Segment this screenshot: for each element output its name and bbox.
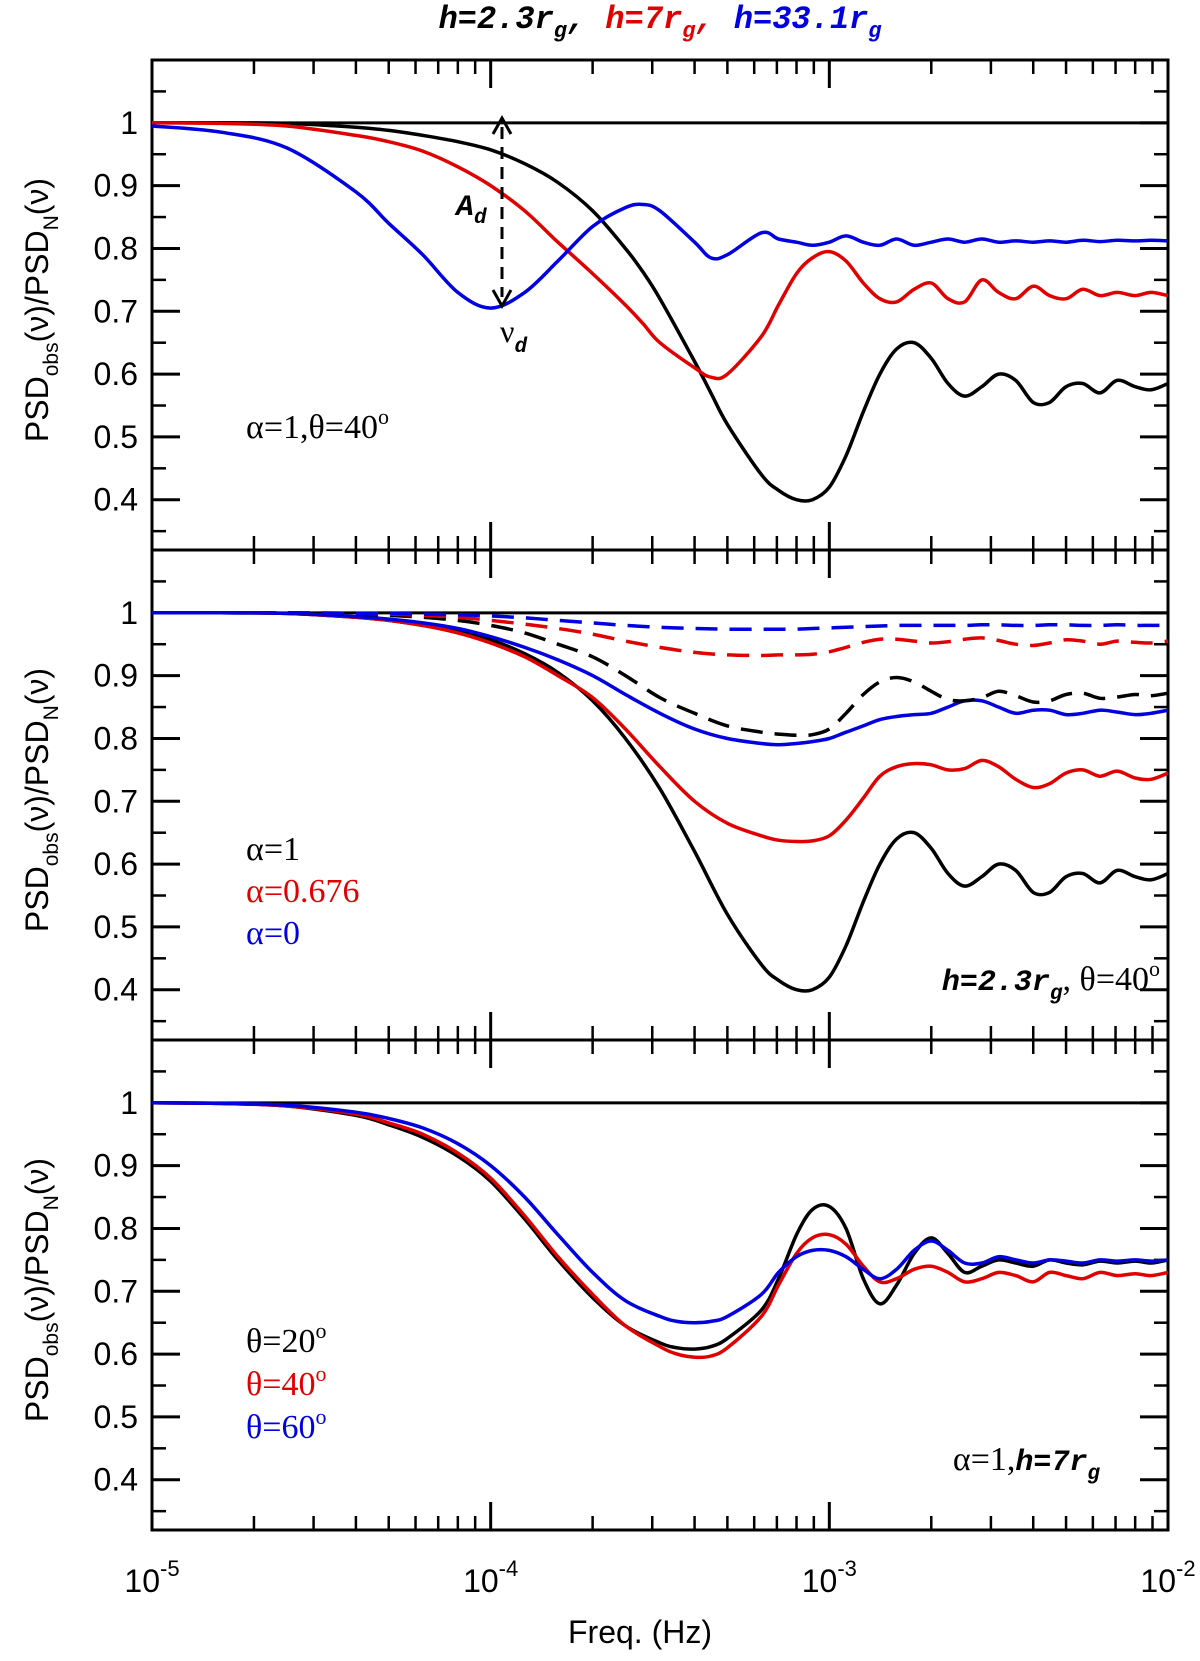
- figure-title: h=2.3rg, h=7rg, h=33.1rg: [439, 1, 883, 44]
- y-tick-label: 0.7: [94, 293, 138, 329]
- y-tick-label: 0.5: [94, 909, 138, 945]
- series-line-2: [151, 121, 1169, 381]
- y-tick-label: 0.4: [94, 972, 138, 1008]
- y-tick-label: 0.9: [94, 1148, 138, 1184]
- series-line-1: [151, 611, 1169, 993]
- panel-top-legend: α=1,θ=40o: [246, 404, 389, 446]
- series-line-3: [151, 611, 1169, 747]
- y-tick-label: 0.7: [94, 783, 138, 819]
- dip-frequency-label: νd: [500, 313, 527, 359]
- x-tick-labels: 10-5 10-4 10-3 10-2: [124, 1556, 1195, 1599]
- y-tick-label: 0.8: [94, 720, 138, 756]
- panel-top: 0.4 0.5 0.6 0.7 0.8 0.9 1: [94, 58, 1170, 552]
- amplitude-label: Ad: [454, 191, 487, 230]
- series-line-1: [151, 1101, 1169, 1351]
- y-tick-label: 0.4: [94, 482, 138, 518]
- title-part-3: h=33.1rg: [734, 1, 882, 44]
- amplitude-arrow-head-up: [491, 114, 513, 135]
- y-tick-label: 0.5: [94, 419, 138, 455]
- y-tick-label: 1: [120, 105, 138, 141]
- y-tick-label: 0.6: [94, 1336, 138, 1372]
- y-axis-label: PSDobs(ν)/PSDN(ν): [19, 668, 63, 932]
- y-tick-label: 0.6: [94, 846, 138, 882]
- x-tick-label: 10-3: [802, 1556, 857, 1599]
- y-tick-label: 1: [120, 595, 138, 631]
- x-axis-label: Freq. (Hz): [568, 1614, 712, 1650]
- panel-middle: 0.4 0.5 0.6 0.7 0.8 0.9 1: [94, 548, 1170, 1042]
- series-line-5: [151, 611, 1169, 658]
- y-tick-label: 0.6: [94, 356, 138, 392]
- y-tick-label: 0.9: [94, 658, 138, 694]
- amplitude-arrow: [491, 114, 513, 310]
- x-tick-label: 10-5: [124, 1556, 179, 1599]
- panel-middle-legend-1: α=1: [246, 831, 300, 868]
- x-tick-label: 10-4: [463, 1556, 518, 1599]
- x-tick-label: 10-2: [1140, 1556, 1195, 1599]
- series-line-4: [151, 610, 1169, 738]
- panel-bottom-legend-2: θ=40o: [246, 1361, 326, 1403]
- series-line-2: [151, 611, 1169, 844]
- y-tick-label: 0.4: [94, 1462, 138, 1498]
- y-tick-label: 0.5: [94, 1399, 138, 1435]
- y-tick-label: 0.8: [94, 230, 138, 266]
- title-part-2: h=7rg,: [605, 1, 714, 44]
- series-line-6: [151, 611, 1168, 631]
- series-line-1: [151, 121, 1169, 503]
- panel-middle-legend-2: α=0.676: [246, 873, 360, 910]
- y-axis-label: PSDobs(ν)/PSDN(ν): [19, 178, 63, 442]
- panel-bottom: 0.4 0.5 0.6 0.7 0.8 0.9 1: [94, 1038, 1170, 1532]
- y-axis-labels: PSDobs(ν)/PSDN(ν) PSDobs(ν)/PSDN(ν) PSDobs…: [19, 178, 63, 1422]
- amplitude-arrow-head-down: [491, 289, 513, 310]
- panel-bottom-legend-3: θ=60o: [246, 1404, 326, 1446]
- series-line-2: [151, 1101, 1169, 1360]
- panel-middle-note: h=2.3rg, θ=40o: [942, 956, 1160, 1006]
- y-tick-label: 0.8: [94, 1210, 138, 1246]
- panel-bottom-note: α=1,h=7rg: [953, 1441, 1101, 1486]
- y-tick-label: 0.7: [94, 1273, 138, 1309]
- plot-frame: [150, 1038, 1170, 1532]
- y-axis-label: PSDobs(ν)/PSDN(ν): [19, 1158, 63, 1422]
- title-part-1: h=2.3rg,: [439, 1, 587, 44]
- y-tick-label: 1: [120, 1085, 138, 1121]
- series-line-3: [151, 124, 1169, 310]
- series-line-3: [151, 1101, 1169, 1325]
- panel-middle-legend-3: α=0: [246, 915, 300, 952]
- plot-frame: [150, 58, 1170, 552]
- y-tick-label: 0.9: [94, 168, 138, 204]
- panel-bottom-legend-1: θ=20o: [246, 1318, 326, 1360]
